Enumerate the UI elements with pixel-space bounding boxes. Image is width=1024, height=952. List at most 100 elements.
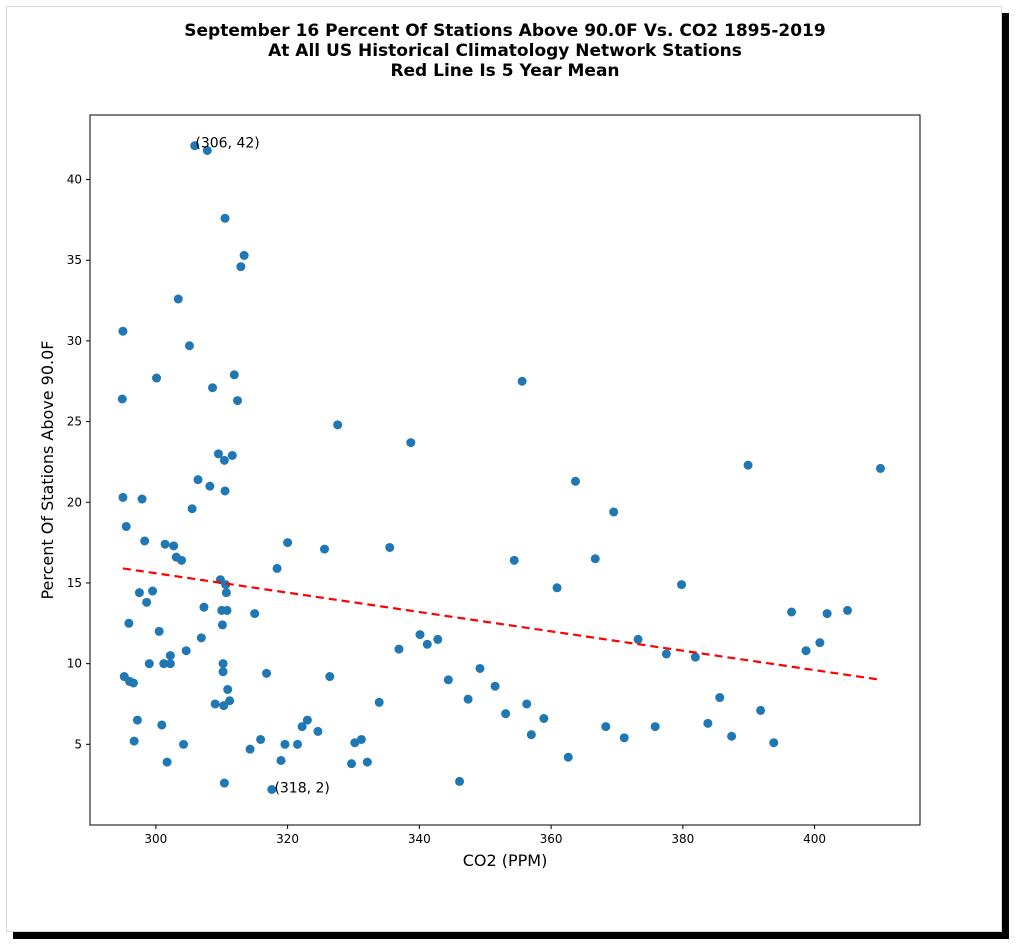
data-point (221, 588, 231, 598)
data-point (875, 463, 885, 473)
data-point (250, 609, 260, 619)
data-point (283, 538, 293, 548)
y-tick-label: 20 (67, 495, 82, 509)
data-point (124, 618, 134, 628)
data-point (509, 555, 519, 565)
data-point (463, 694, 473, 704)
data-point (385, 542, 395, 552)
data-point (272, 563, 282, 573)
data-point (394, 644, 404, 654)
data-point (703, 718, 713, 728)
data-point (202, 146, 212, 155)
data-point (177, 555, 187, 565)
data-point (184, 341, 194, 351)
data-point (526, 730, 536, 740)
data-point (218, 659, 228, 669)
data-point (152, 373, 162, 383)
data-point (333, 420, 343, 430)
data-point (165, 659, 175, 669)
data-point (522, 699, 532, 709)
x-axis: 300 320 340 360 380 400 (144, 825, 826, 846)
data-point (193, 475, 203, 485)
x-tick-label: 340 (408, 832, 431, 846)
data-point (362, 757, 372, 767)
data-point (213, 449, 223, 459)
data-point (501, 709, 511, 719)
data-point (293, 739, 302, 749)
y-tick-label: 10 (67, 657, 82, 671)
plot-area (89, 114, 921, 826)
data-point (160, 539, 170, 549)
data-point (650, 722, 660, 732)
y-tick-label: 25 (67, 415, 82, 429)
trend-line (122, 567, 881, 681)
data-point (173, 294, 183, 304)
point-annotation: (306, 42) (195, 135, 259, 151)
data-point (570, 476, 580, 486)
title-line-3: Red Line Is 5 Year Mean (390, 61, 619, 81)
data-point (218, 667, 228, 677)
data-point (118, 492, 128, 502)
data-point (157, 720, 167, 730)
x-tick-label: 300 (144, 832, 167, 846)
data-point (129, 736, 139, 746)
data-point (661, 649, 671, 659)
data-point (181, 646, 191, 656)
data-point (552, 583, 562, 593)
data-point (256, 734, 266, 744)
data-point (142, 597, 152, 607)
data-point (769, 738, 779, 748)
data-point (190, 141, 200, 151)
data-point (187, 504, 197, 514)
data-point (159, 659, 169, 669)
data-point (267, 785, 277, 794)
data-point (219, 778, 229, 788)
y-tick-label: 30 (67, 334, 82, 348)
data-point (422, 639, 432, 649)
data-point (245, 744, 255, 754)
title-line-1: September 16 Percent Of Stations Above 9… (184, 21, 825, 41)
data-point (199, 602, 209, 612)
data-point (822, 609, 832, 619)
data-point (843, 605, 853, 615)
x-tick-label: 400 (803, 832, 826, 846)
data-point (756, 705, 766, 715)
y-tick-label: 15 (67, 576, 82, 590)
data-point (601, 722, 611, 732)
data-point (179, 739, 189, 749)
y-axis: 5 10 15 20 25 30 35 40 (67, 173, 90, 751)
point-annotation: (318, 2) (274, 781, 329, 797)
data-point (677, 580, 687, 590)
data-point (225, 696, 235, 706)
data-point (455, 776, 465, 786)
title-line-2: At All US Historical Climatology Network… (268, 41, 742, 61)
data-point (229, 370, 239, 380)
x-tick-label: 360 (540, 832, 563, 846)
x-axis-label: CO2 (PPM) (463, 851, 548, 870)
data-point (117, 394, 127, 404)
data-point (134, 588, 144, 598)
data-point (210, 699, 220, 709)
data-point (280, 739, 290, 749)
annotations: (306, 42) (318, 2) (195, 135, 330, 796)
y-tick-label: 5 (74, 737, 82, 751)
chart-title: September 16 Percent Of Stations Above 9… (184, 21, 825, 81)
data-point (374, 697, 384, 707)
data-point (297, 722, 307, 732)
data-point (236, 262, 246, 272)
data-point (433, 634, 443, 644)
data-point (140, 536, 150, 546)
data-point (223, 684, 233, 694)
data-point (227, 450, 237, 460)
data-point (801, 646, 811, 656)
data-point (220, 486, 230, 496)
data-point (517, 376, 527, 386)
data-point (619, 733, 629, 743)
data-point (262, 668, 272, 678)
data-point (633, 634, 643, 644)
y-tick-label: 35 (67, 253, 82, 267)
data-point (128, 678, 138, 688)
data-point (539, 714, 549, 723)
data-point (743, 460, 753, 470)
